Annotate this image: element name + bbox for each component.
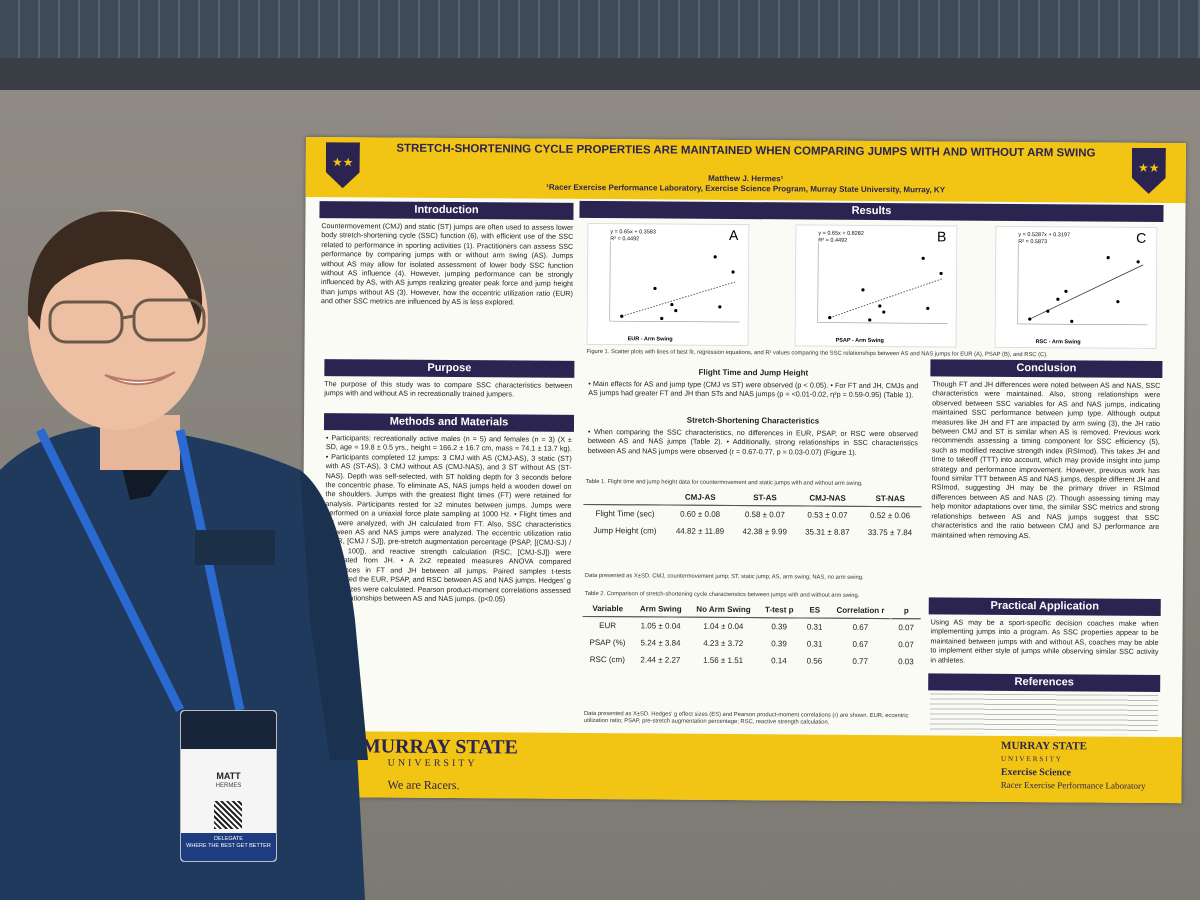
scatter-plot-a: y = 0.65x + 0.3583 R² = 0.4492 A EUR - Ar… [586, 222, 750, 347]
scatter-b-svg [817, 242, 948, 324]
table-1: CMJ-AS ST-AS CMJ-NAS ST-NAS Flight Time … [583, 488, 922, 541]
ft-jh-text: • Main effects for AS and jump type (CMJ… [588, 378, 919, 400]
badge-header [181, 711, 276, 749]
table1-caption: Table 1. Flight time and jump height dat… [585, 478, 863, 487]
references-heading: References [928, 673, 1161, 692]
footer-university: UNIVERSITY [387, 757, 478, 770]
poster-author: Matthew J. Hermes¹ ¹Racer Exercise Perfo… [546, 173, 946, 195]
badge-surname: HERMES [215, 783, 242, 789]
crest-icon-right: ★★ [1132, 148, 1166, 194]
figure-caption: Figure 1. Scatter plots with lines of be… [586, 348, 1048, 359]
conclusion-heading: Conclusion [930, 359, 1163, 378]
subheading-ssc: Stretch-Shortening Characteristics [686, 415, 820, 426]
footer-logo: MURRAY STATE [361, 735, 518, 759]
scatter-a-svg [609, 241, 740, 323]
ssc-text: • When comparing the SSC characteristics… [587, 426, 918, 457]
table2-note: Data presented as X±SD. Hedges' g effect… [583, 710, 909, 726]
table-row: Jump Height (cm) 44.82 ± 11.89 42.38 ± 9.… [593, 526, 913, 538]
practical-text: Using AS may be a sport-specific decisio… [930, 617, 1159, 665]
ceiling-rail [0, 58, 1200, 92]
crest-icon: ★★ [326, 142, 360, 188]
footer-tagline: We are Racers. [387, 777, 460, 793]
poster-title: STRETCH-SHORTENING CYCLE PROPERTIES ARE … [396, 142, 1096, 160]
scatter-plot-b: y = 0.65x + 0.8282 R² = 0.4492 B PSAP - A… [794, 224, 958, 348]
scatter-plot-c: y = 0.5287x + 0.3197 R² = 0.5873 C RSC - … [994, 225, 1158, 349]
conclusion-text: Though FT and JH differences were noted … [931, 379, 1161, 540]
badge-name: MATT [216, 771, 241, 781]
table-row: RSC (cm) 2.44 ± 2.27 1.56 ± 1.51 0.14 0.56… [589, 654, 914, 667]
poster-header: ★★ ★★ STRETCH-SHORTENING CYCLE PROPERTIE… [305, 137, 1186, 204]
ceiling [0, 0, 1200, 62]
badge-footer: DELEGATE WHERE THE BEST GET BETTER [181, 833, 276, 861]
table2-caption: Table 2. Comparison of stretch-shortenin… [584, 590, 860, 599]
qr-code-icon [214, 801, 242, 829]
subheading-ft-jh: Flight Time and Jump Height [698, 367, 809, 378]
practical-heading: Practical Application [928, 597, 1161, 616]
table-2: Variable Arm Swing No Arm Swing T-test p E… [582, 600, 921, 670]
research-poster: ★★ ★★ STRETCH-SHORTENING CYCLE PROPERTIE… [301, 137, 1186, 804]
results-heading: Results [579, 200, 1164, 222]
table1-note: Data presented as X±SD. CMJ, countermove… [584, 572, 864, 581]
scatter-c-svg [1017, 243, 1148, 326]
references-list [929, 693, 1159, 735]
footer-lab-block: MURRAY STATE UNIVERSITY Exercise Science… [1000, 739, 1146, 791]
poster-footer: MURRAY STATE UNIVERSITY We are Racers. M… [341, 731, 1182, 804]
name-badge: MATT HERMES DELEGATE WHERE THE BEST GET … [180, 710, 277, 862]
